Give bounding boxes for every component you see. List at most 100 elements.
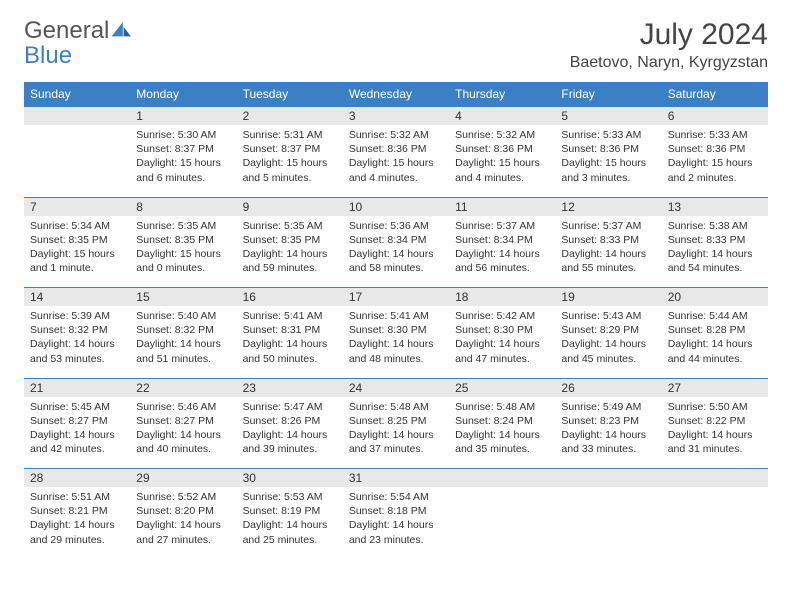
sunset-text: Sunset: 8:23 PM bbox=[561, 414, 655, 428]
day-number: 30 bbox=[237, 469, 343, 488]
day-number: 20 bbox=[662, 288, 768, 307]
day-cell: Sunrise: 5:45 AMSunset: 8:27 PMDaylight:… bbox=[24, 397, 130, 469]
sunrise-text: Sunrise: 5:35 AM bbox=[136, 219, 230, 233]
sunset-text: Sunset: 8:34 PM bbox=[349, 233, 443, 247]
sunset-text: Sunset: 8:36 PM bbox=[668, 142, 762, 156]
daylight-text: Daylight: 14 hours bbox=[30, 337, 124, 351]
brand-part1: General bbox=[24, 17, 109, 44]
sunset-text: Sunset: 8:28 PM bbox=[668, 323, 762, 337]
sunrise-text: Sunrise: 5:42 AM bbox=[455, 309, 549, 323]
sunset-text: Sunset: 8:27 PM bbox=[30, 414, 124, 428]
sunrise-text: Sunrise: 5:31 AM bbox=[243, 128, 337, 142]
daynum-row: 14151617181920 bbox=[24, 288, 768, 307]
day-number: 13 bbox=[662, 197, 768, 216]
day-number bbox=[24, 107, 130, 126]
sunrise-text: Sunrise: 5:37 AM bbox=[455, 219, 549, 233]
daynum-row: 21222324252627 bbox=[24, 378, 768, 397]
daylight-text: Daylight: 14 hours bbox=[349, 428, 443, 442]
daylight-text: Daylight: 14 hours bbox=[30, 428, 124, 442]
daylight-text: Daylight: 14 hours bbox=[243, 518, 337, 532]
day-number: 23 bbox=[237, 378, 343, 397]
day-cell: Sunrise: 5:42 AMSunset: 8:30 PMDaylight:… bbox=[449, 306, 555, 378]
sunrise-text: Sunrise: 5:45 AM bbox=[30, 400, 124, 414]
daylight-text: and 53 minutes. bbox=[30, 352, 124, 366]
daylight-text: and 4 minutes. bbox=[349, 171, 443, 185]
daylight-text: Daylight: 14 hours bbox=[668, 247, 762, 261]
day-number: 31 bbox=[343, 469, 449, 488]
day-number: 10 bbox=[343, 197, 449, 216]
sunrise-text: Sunrise: 5:33 AM bbox=[668, 128, 762, 142]
day-number: 17 bbox=[343, 288, 449, 307]
sunset-text: Sunset: 8:37 PM bbox=[136, 142, 230, 156]
daylight-text: and 0 minutes. bbox=[136, 261, 230, 275]
daynum-row: 28293031 bbox=[24, 469, 768, 488]
sunrise-text: Sunrise: 5:48 AM bbox=[455, 400, 549, 414]
sunrise-text: Sunrise: 5:54 AM bbox=[349, 490, 443, 504]
sunset-text: Sunset: 8:21 PM bbox=[30, 504, 124, 518]
daylight-text: and 56 minutes. bbox=[455, 261, 549, 275]
sunrise-text: Sunrise: 5:53 AM bbox=[243, 490, 337, 504]
day-cell: Sunrise: 5:32 AMSunset: 8:36 PMDaylight:… bbox=[449, 125, 555, 197]
weekday-header-row: Sunday Monday Tuesday Wednesday Thursday… bbox=[24, 82, 768, 107]
daylight-text: and 42 minutes. bbox=[30, 442, 124, 456]
page-header: GeneralBlue July 2024 Baetovo, Naryn, Ky… bbox=[24, 18, 768, 72]
daylight-text: Daylight: 14 hours bbox=[455, 428, 549, 442]
day-cell: Sunrise: 5:48 AMSunset: 8:25 PMDaylight:… bbox=[343, 397, 449, 469]
weekday-header: Sunday bbox=[24, 82, 130, 107]
daylight-text: and 35 minutes. bbox=[455, 442, 549, 456]
sunset-text: Sunset: 8:30 PM bbox=[349, 323, 443, 337]
daylight-text: Daylight: 14 hours bbox=[243, 428, 337, 442]
day-cell: Sunrise: 5:31 AMSunset: 8:37 PMDaylight:… bbox=[237, 125, 343, 197]
sunrise-text: Sunrise: 5:39 AM bbox=[30, 309, 124, 323]
sunrise-text: Sunrise: 5:47 AM bbox=[243, 400, 337, 414]
day-cell: Sunrise: 5:37 AMSunset: 8:34 PMDaylight:… bbox=[449, 216, 555, 288]
day-cell: Sunrise: 5:38 AMSunset: 8:33 PMDaylight:… bbox=[662, 216, 768, 288]
content-row: Sunrise: 5:30 AMSunset: 8:37 PMDaylight:… bbox=[24, 125, 768, 197]
daylight-text: Daylight: 14 hours bbox=[30, 518, 124, 532]
sunrise-text: Sunrise: 5:44 AM bbox=[668, 309, 762, 323]
month-title: July 2024 bbox=[570, 18, 768, 52]
day-cell: Sunrise: 5:50 AMSunset: 8:22 PMDaylight:… bbox=[662, 397, 768, 469]
sunset-text: Sunset: 8:27 PM bbox=[136, 414, 230, 428]
day-number: 16 bbox=[237, 288, 343, 307]
day-cell: Sunrise: 5:48 AMSunset: 8:24 PMDaylight:… bbox=[449, 397, 555, 469]
daylight-text: Daylight: 14 hours bbox=[561, 247, 655, 261]
day-number bbox=[555, 469, 661, 488]
day-number: 8 bbox=[130, 197, 236, 216]
day-number: 4 bbox=[449, 107, 555, 126]
daylight-text: and 45 minutes. bbox=[561, 352, 655, 366]
sunset-text: Sunset: 8:29 PM bbox=[561, 323, 655, 337]
sunset-text: Sunset: 8:35 PM bbox=[136, 233, 230, 247]
daylight-text: Daylight: 14 hours bbox=[136, 428, 230, 442]
day-cell: Sunrise: 5:35 AMSunset: 8:35 PMDaylight:… bbox=[130, 216, 236, 288]
sunset-text: Sunset: 8:24 PM bbox=[455, 414, 549, 428]
sunset-text: Sunset: 8:25 PM bbox=[349, 414, 443, 428]
sunrise-text: Sunrise: 5:51 AM bbox=[30, 490, 124, 504]
weekday-header: Tuesday bbox=[237, 82, 343, 107]
day-number: 18 bbox=[449, 288, 555, 307]
sunrise-text: Sunrise: 5:34 AM bbox=[30, 219, 124, 233]
content-row: Sunrise: 5:51 AMSunset: 8:21 PMDaylight:… bbox=[24, 487, 768, 559]
daylight-text: Daylight: 14 hours bbox=[455, 337, 549, 351]
day-cell: Sunrise: 5:44 AMSunset: 8:28 PMDaylight:… bbox=[662, 306, 768, 378]
day-number: 7 bbox=[24, 197, 130, 216]
day-cell: Sunrise: 5:41 AMSunset: 8:30 PMDaylight:… bbox=[343, 306, 449, 378]
day-cell: Sunrise: 5:37 AMSunset: 8:33 PMDaylight:… bbox=[555, 216, 661, 288]
daylight-text: and 5 minutes. bbox=[243, 171, 337, 185]
sunset-text: Sunset: 8:32 PM bbox=[30, 323, 124, 337]
day-number: 12 bbox=[555, 197, 661, 216]
daylight-text: and 48 minutes. bbox=[349, 352, 443, 366]
day-cell: Sunrise: 5:51 AMSunset: 8:21 PMDaylight:… bbox=[24, 487, 130, 559]
sunrise-text: Sunrise: 5:36 AM bbox=[349, 219, 443, 233]
daylight-text: Daylight: 15 hours bbox=[30, 247, 124, 261]
sunrise-text: Sunrise: 5:32 AM bbox=[455, 128, 549, 142]
sunset-text: Sunset: 8:19 PM bbox=[243, 504, 337, 518]
day-cell: Sunrise: 5:47 AMSunset: 8:26 PMDaylight:… bbox=[237, 397, 343, 469]
day-cell: Sunrise: 5:33 AMSunset: 8:36 PMDaylight:… bbox=[662, 125, 768, 197]
day-number: 11 bbox=[449, 197, 555, 216]
day-cell: Sunrise: 5:30 AMSunset: 8:37 PMDaylight:… bbox=[130, 125, 236, 197]
sunrise-text: Sunrise: 5:32 AM bbox=[349, 128, 443, 142]
daynum-row: 123456 bbox=[24, 107, 768, 126]
daylight-text: and 47 minutes. bbox=[455, 352, 549, 366]
content-row: Sunrise: 5:39 AMSunset: 8:32 PMDaylight:… bbox=[24, 306, 768, 378]
